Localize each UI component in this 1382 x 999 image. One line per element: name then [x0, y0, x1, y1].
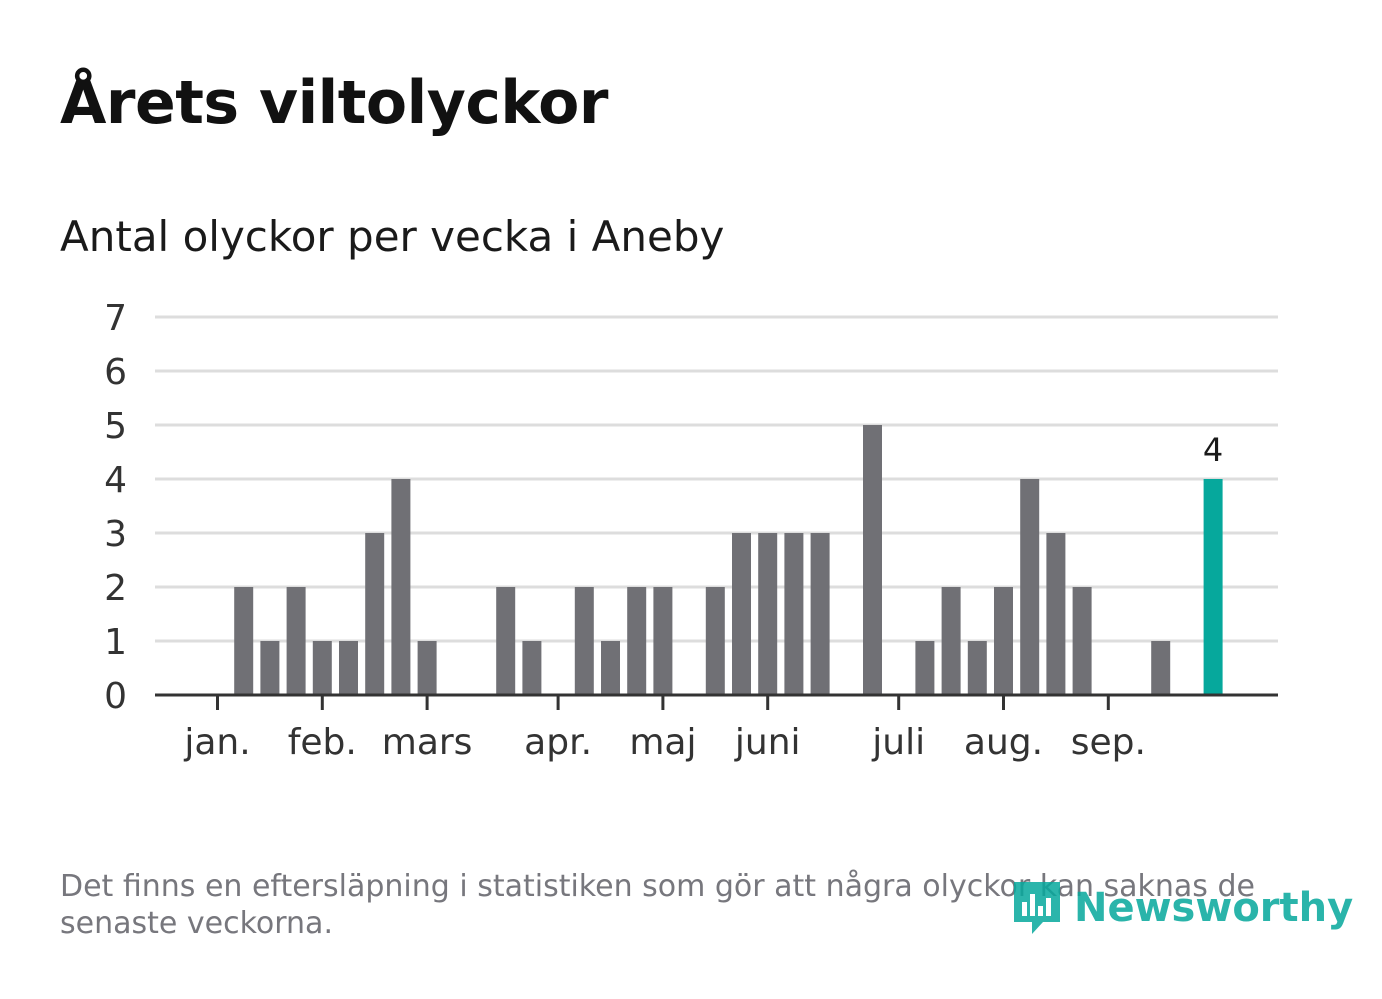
bar [705, 587, 725, 695]
bar [758, 533, 778, 695]
bar [574, 587, 594, 695]
y-tick-label: 2 [104, 568, 127, 609]
bar [365, 533, 385, 695]
y-tick-label: 1 [104, 622, 127, 663]
bar [967, 641, 987, 695]
newsworthy-logo-icon [1014, 882, 1060, 934]
chart-title: Årets viltolyckor [60, 68, 609, 138]
y-tick-label: 0 [104, 676, 127, 717]
bar [732, 533, 751, 695]
y-tick-label: 5 [104, 406, 127, 447]
bar [1046, 533, 1066, 695]
bar [312, 641, 332, 695]
bar [941, 587, 961, 695]
y-tick-label: 3 [104, 514, 127, 555]
y-tick-label: 4 [104, 460, 127, 501]
x-tick-label: maj [629, 722, 696, 763]
y-tick-label: 6 [104, 352, 127, 393]
bar [784, 533, 804, 695]
x-tick-label: apr. [524, 722, 592, 763]
x-tick-label: juli [871, 722, 925, 763]
bar [653, 587, 673, 695]
x-tick-label: aug. [964, 722, 1043, 763]
bar [1072, 587, 1092, 695]
bar [1151, 641, 1171, 695]
chart-subtitle: Antal olyckor per vecka i Aneby [60, 212, 725, 261]
bar-highlight [1203, 479, 1223, 695]
bar [260, 641, 280, 695]
x-tick-label: mars [382, 722, 473, 763]
data-label: 4 [1203, 431, 1223, 469]
bar [810, 533, 830, 695]
bar [1020, 479, 1040, 695]
bar [863, 425, 882, 695]
logo-text: Newsworthy [1074, 885, 1354, 931]
bar [234, 587, 254, 695]
bar [496, 587, 516, 695]
x-tick-label: juni [734, 722, 801, 763]
bar [391, 479, 411, 695]
bar [601, 641, 620, 695]
bar [915, 641, 935, 695]
bar [522, 641, 542, 695]
y-tick-label: 7 [104, 298, 127, 339]
bar [286, 587, 306, 695]
bar [994, 587, 1013, 695]
bar [339, 641, 358, 695]
bar [417, 641, 437, 695]
x-tick-label: jan. [183, 722, 250, 763]
x-tick-label: feb. [288, 722, 357, 763]
newsworthy-logo: Newsworthy [1010, 878, 1353, 938]
bar [627, 587, 647, 695]
x-tick-label: sep. [1071, 722, 1146, 763]
